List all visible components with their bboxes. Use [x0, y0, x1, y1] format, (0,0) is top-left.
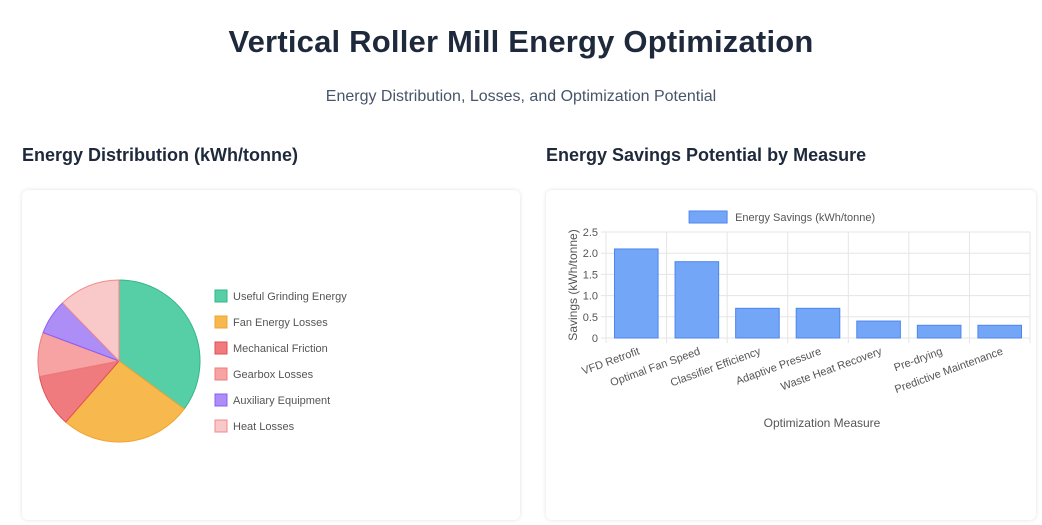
legend-swatch-mechanical-friction — [214, 341, 228, 355]
bar-optimal-fan-speed — [674, 261, 720, 339]
legend-label-heat-losses: Heat Losses — [233, 421, 295, 433]
bar-pre-drying — [916, 324, 962, 339]
y-tick-label: 0 — [592, 333, 598, 345]
y-tick-label: 2.0 — [583, 248, 598, 260]
legend-label-fan-energy-losses: Fan Energy Losses — [233, 317, 328, 329]
x-tick-label-waste-heat-recovery: Waste Heat Recovery — [779, 345, 884, 393]
legend-label-auxiliary-equipment: Auxiliary Equipment — [233, 395, 330, 407]
y-axis-title: Savings (kWh/tonne) — [566, 229, 580, 340]
bar-adaptive-pressure — [795, 307, 841, 339]
pie-slice-heat-losses — [61, 279, 120, 363]
bar-chart-card: Energy Savings (kWh/tonne) 0 0.5 1.0 1.5 2.0 2… — [546, 190, 1036, 520]
legend-swatch-fan-energy-losses — [214, 315, 228, 329]
legend-label-mechanical-friction: Mechanical Friction — [233, 343, 328, 355]
pie-chart: Useful Grinding Energy Fan Energy Losses M… — [37, 279, 347, 443]
y-tick-label: 1.0 — [583, 291, 598, 303]
pie-slice-fan-energy-losses — [65, 360, 185, 443]
page-subtitle: Energy Distribution, Losses, and Optimiz… — [325, 88, 717, 105]
bar-section-title: Energy Savings Potential by Measure — [546, 145, 867, 165]
bar-vfd-retrofit — [613, 248, 659, 339]
pie-section-title: Energy Distribution (kWh/tonne) — [22, 145, 298, 165]
pie-slice-useful-grinding-energy — [118, 279, 201, 410]
x-axis-title: Optimization Measure — [764, 416, 881, 430]
y-tick-label: 0.5 — [583, 312, 598, 324]
legend-label-useful-grinding-energy: Useful Grinding Energy — [233, 291, 347, 303]
legend-swatch-gearbox-losses — [214, 367, 228, 381]
x-tick-label-predictive-maintenance: Predictive Maintenance — [893, 346, 1005, 396]
page-title: Vertical Roller Mill Energy Optimization — [228, 24, 814, 59]
legend-label-gearbox-losses: Gearbox Losses — [233, 369, 314, 381]
bar-predictive-maintenance — [977, 324, 1023, 339]
bar-classifier-efficiency — [735, 307, 780, 339]
pie-chart-card: Useful Grinding Energy Fan Energy Losses M… — [22, 190, 520, 520]
y-tick-label: 1.5 — [583, 269, 598, 281]
legend-swatch-heat-losses — [214, 419, 228, 433]
legend-swatch-auxiliary-equipment — [214, 393, 228, 407]
bar-legend-swatch — [688, 210, 728, 224]
bar-waste-heat-recovery — [856, 320, 901, 339]
legend-swatch-useful-grinding-energy — [214, 289, 228, 303]
bar-legend-label: Energy Savings (kWh/tonne) — [735, 212, 875, 224]
bar-chart: Energy Savings (kWh/tonne) 0 0.5 1.0 1.5 2.0 2… — [566, 210, 1031, 430]
y-tick-label: 2.5 — [583, 227, 598, 239]
